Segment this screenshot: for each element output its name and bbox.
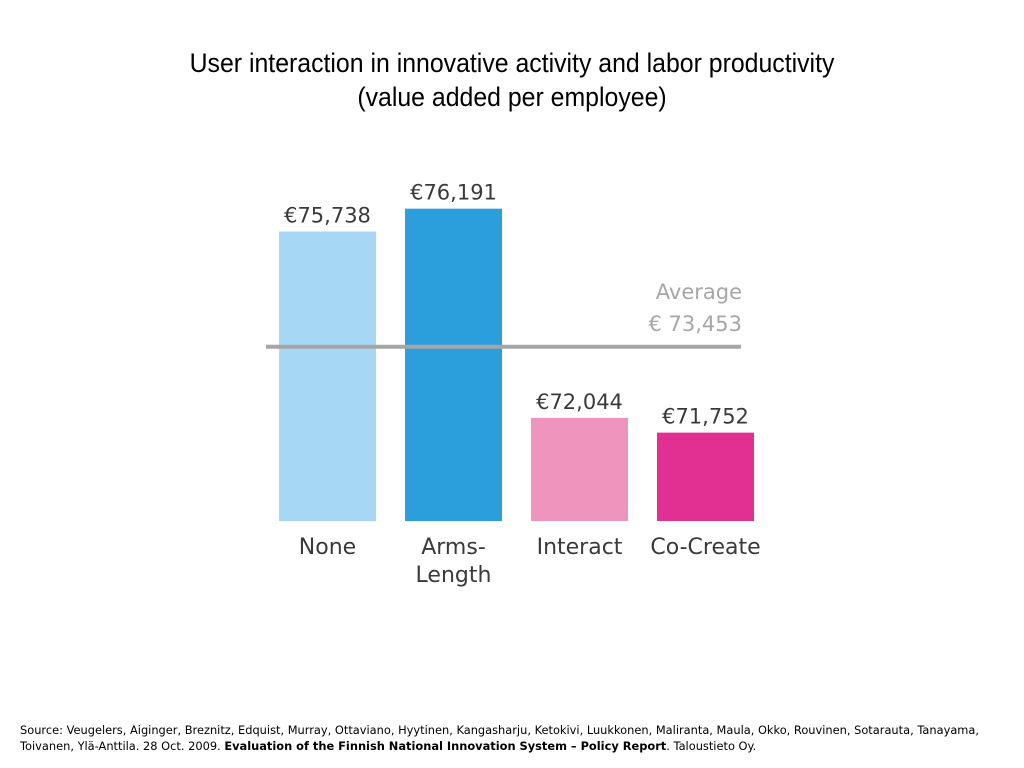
chart-title-block: User interaction in innovative activity … — [41, 46, 983, 114]
category-label: None — [299, 535, 356, 560]
source-report-title: Evaluation of the Finnish National Innov… — [224, 739, 667, 753]
category-label: Co-Create — [650, 535, 760, 560]
category-label: Arms-Length — [416, 535, 492, 588]
data-label: €75,738 — [284, 204, 371, 228]
chart-subtitle: (value added per employee) — [357, 82, 667, 112]
bar-interact — [531, 417, 628, 521]
data-label: €72,044 — [536, 390, 623, 414]
source-publisher: . Taloustieto Oy. — [666, 739, 757, 753]
data-label: €71,752 — [662, 405, 749, 429]
bar-co-create — [657, 432, 754, 521]
source-citation: Source: Veugelers, Aiginger, Breznitz, E… — [20, 722, 1010, 754]
category-label: Interact — [537, 535, 623, 560]
source-text: Source: Veugelers, Aiginger, Breznitz, E… — [20, 723, 979, 753]
data-label: €76,191 — [410, 181, 497, 205]
bar-arms-length — [405, 208, 502, 521]
average-value-label: € 73,453 — [648, 312, 742, 336]
chart-title: User interaction in innovative activity … — [189, 48, 835, 78]
bar-none — [279, 231, 376, 521]
average-label: Average — [656, 280, 742, 304]
